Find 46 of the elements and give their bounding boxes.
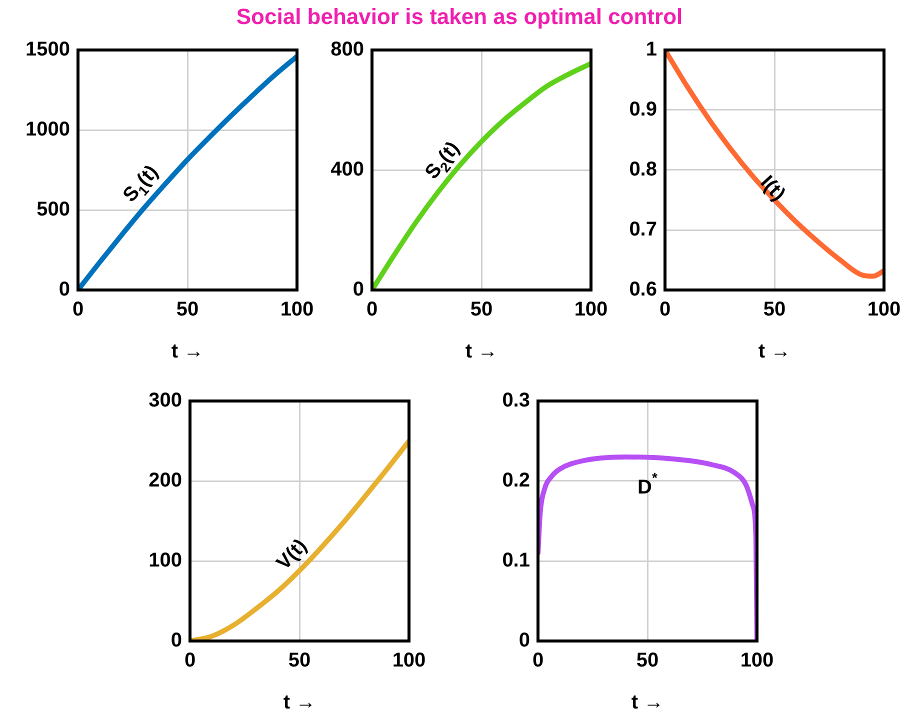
x-tick-label: 100 [280, 298, 314, 321]
y-tick-label: 800 [330, 38, 364, 61]
x-tick-label: 100 [574, 298, 608, 321]
x-axis-title: t → [758, 340, 791, 363]
x-tick-label: 50 [470, 298, 493, 321]
x-tick-label: 50 [763, 298, 786, 321]
x-tick-label: 50 [176, 298, 199, 321]
y-tick-label: 0.3 [502, 390, 530, 412]
x-axis-title: t → [171, 340, 204, 363]
annotation: S1(t) [118, 161, 163, 206]
y-tick-label: 0.7 [629, 218, 657, 241]
x-tick-label: 0 [184, 650, 196, 672]
x-axis-title: t → [465, 340, 498, 363]
y-tick-label: 1500 [26, 38, 70, 61]
x-tick-label: 0 [659, 298, 671, 321]
x-tick-label: 0 [532, 650, 544, 672]
y-tick-label: 1000 [26, 118, 70, 141]
y-tick-label: 400 [330, 158, 364, 181]
y-tick-label: 200 [148, 470, 182, 492]
y-tick-label: 0.8 [629, 158, 657, 181]
annotation: I(t) [756, 172, 790, 206]
annotation: S2(t) [420, 138, 464, 184]
x-tick-label: 50 [636, 650, 659, 672]
y-tick-label: 100 [148, 550, 182, 572]
x-tick-label: 0 [366, 298, 378, 321]
y-tick-label: 0 [352, 278, 364, 301]
y-tick-label: 1 [646, 38, 657, 61]
x-tick-label: 0 [72, 298, 84, 321]
y-tick-label: 0.9 [629, 98, 657, 121]
x-axis-title: t → [631, 692, 664, 712]
y-tick-label: 0.2 [502, 470, 530, 492]
x-tick-label: 100 [740, 650, 774, 672]
y-tick-label: 0.1 [502, 550, 530, 572]
x-tick-label: 100 [392, 650, 426, 672]
x-tick-label: 100 [867, 298, 901, 321]
y-tick-label: 0 [518, 630, 530, 652]
x-tick-label: 50 [288, 650, 311, 672]
x-axis-title: t → [283, 692, 316, 712]
annotation: D* [638, 470, 658, 498]
annotation: V(t) [272, 534, 312, 574]
y-tick-label: 0.6 [629, 278, 657, 301]
y-tick-label: 300 [148, 390, 182, 412]
y-tick-label: 0 [58, 278, 70, 301]
text: Social behavior is taken as optimal control [235, 4, 684, 30]
y-tick-label: 500 [36, 198, 70, 221]
y-tick-label: 0 [170, 630, 182, 652]
